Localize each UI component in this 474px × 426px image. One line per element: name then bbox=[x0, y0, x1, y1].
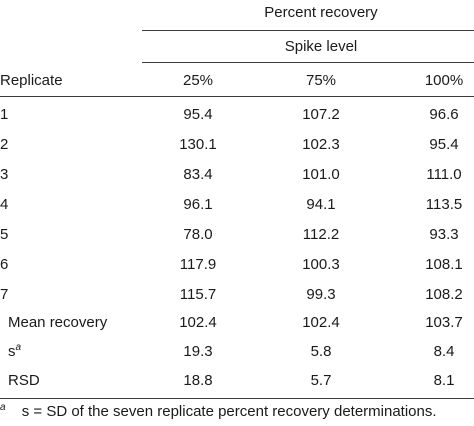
table-cell: 117.9 bbox=[179, 256, 217, 273]
row-label: Mean recovery bbox=[8, 314, 108, 331]
row-label: 3 bbox=[0, 166, 9, 183]
row-label: 5 bbox=[0, 226, 9, 243]
table-cell: 108.2 bbox=[425, 286, 463, 303]
footnote-text: s = SD of the seven replicate percent re… bbox=[21, 403, 437, 420]
footnote: a s = SD of the seven replicate percent … bbox=[0, 402, 437, 421]
row-label: 2 bbox=[0, 136, 9, 153]
table-cell: 101.0 bbox=[302, 166, 340, 183]
table-cell: 111.0 bbox=[426, 166, 462, 183]
table-cell: 8.1 bbox=[433, 372, 455, 389]
table-cell: 113.5 bbox=[425, 196, 463, 213]
subgroup-title: Spike level bbox=[284, 38, 358, 55]
row-label: 7 bbox=[0, 286, 9, 303]
table-cell: 5.8 bbox=[310, 343, 332, 360]
table-cell: 83.4 bbox=[183, 166, 213, 183]
table-cell: 115.7 bbox=[179, 286, 217, 303]
table-cell: 8.4 bbox=[433, 343, 455, 360]
row-label: RSD bbox=[8, 372, 40, 389]
row-label: 4 bbox=[0, 196, 9, 213]
table-cell: 107.2 bbox=[302, 106, 340, 123]
table-cell: 100.3 bbox=[302, 256, 340, 273]
table-cell: 96.1 bbox=[183, 196, 213, 213]
subgroup-rule bbox=[142, 62, 474, 63]
table-cell: 93.3 bbox=[429, 226, 459, 243]
table-cell: 108.1 bbox=[425, 256, 463, 273]
footnote-mark: a bbox=[0, 402, 6, 413]
column-header-75: 75% bbox=[305, 72, 337, 89]
table-cell: 78.0 bbox=[183, 226, 213, 243]
table-cell: 102.4 bbox=[302, 314, 340, 331]
footnote-marker: a bbox=[15, 342, 22, 353]
header-rule bbox=[0, 96, 474, 97]
table-cell: 103.7 bbox=[425, 314, 463, 331]
row-header: Replicate bbox=[0, 72, 63, 89]
table-cell: 5.7 bbox=[310, 372, 332, 389]
group-title: Percent recovery bbox=[264, 4, 378, 21]
row-label: 6 bbox=[0, 256, 9, 273]
table-cell: 95.4 bbox=[429, 136, 459, 153]
table-cell: 96.6 bbox=[429, 106, 459, 123]
row-label: sa bbox=[8, 342, 22, 361]
table-cell: 19.3 bbox=[183, 343, 213, 360]
table-cell: 18.8 bbox=[183, 372, 213, 389]
table-cell: 102.3 bbox=[302, 136, 340, 153]
group-rule bbox=[142, 30, 474, 31]
footer-rule bbox=[0, 398, 474, 399]
row-label: 1 bbox=[0, 106, 9, 123]
table-cell: 94.1 bbox=[306, 196, 336, 213]
table-cell: 112.2 bbox=[302, 226, 340, 243]
sd-symbol: s bbox=[8, 343, 16, 360]
column-header-100: 100% bbox=[424, 72, 464, 89]
column-header-25: 25% bbox=[182, 72, 214, 89]
table-cell: 102.4 bbox=[179, 314, 217, 331]
table-cell: 130.1 bbox=[179, 136, 217, 153]
table-cell: 99.3 bbox=[306, 286, 336, 303]
table-cell: 95.4 bbox=[183, 106, 213, 123]
